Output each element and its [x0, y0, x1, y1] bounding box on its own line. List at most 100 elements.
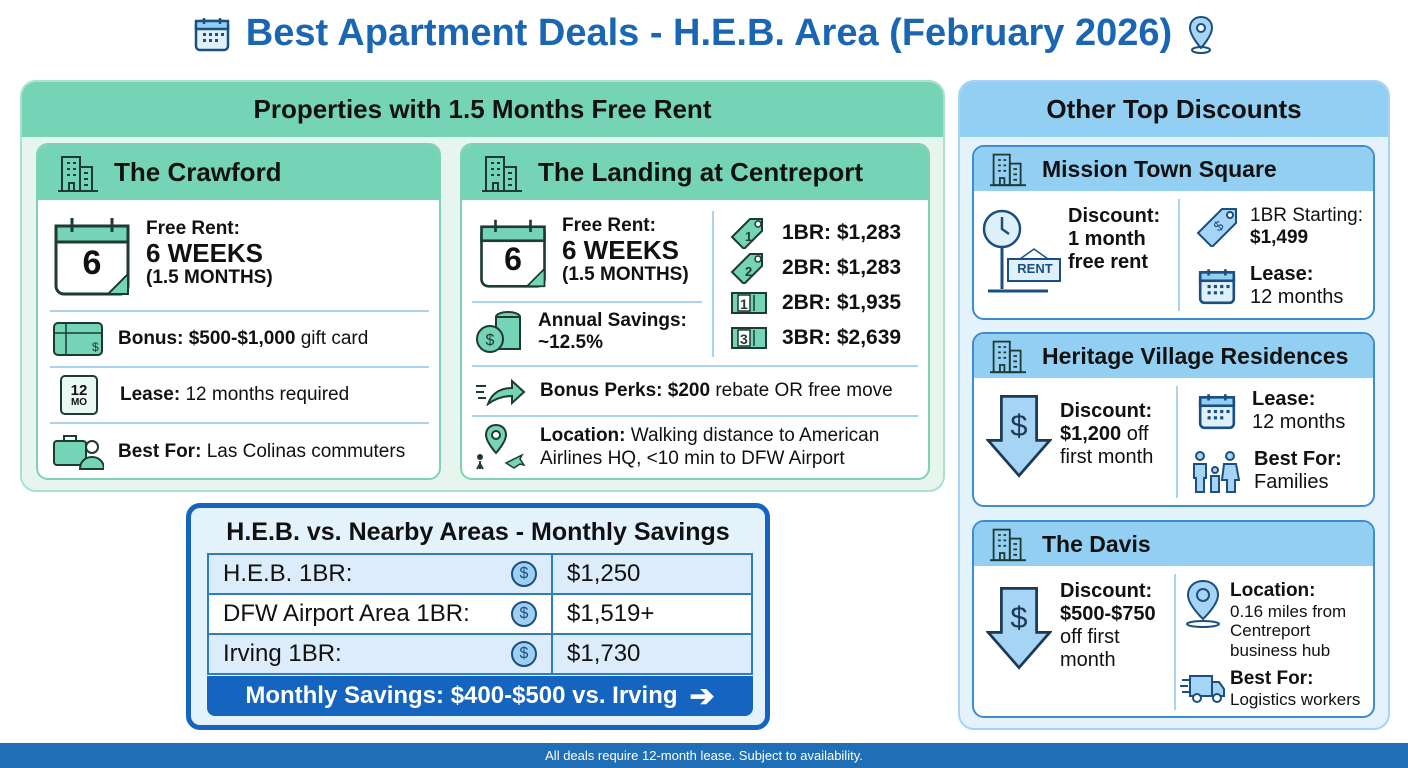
bonus-perks-row: Bonus Perks: $200 rebate OR free move [474, 373, 893, 409]
monthly-savings-text: Monthly Savings: $400-$500 vs. Irving [245, 682, 678, 709]
lease-row: 12 MO Lease: 12 months required [38, 368, 439, 422]
location-label: Location: [540, 425, 626, 447]
comparison-heading: H.E.B. vs. Nearby Areas - Monthly Saving… [226, 518, 730, 546]
rent-sign-text: RENT [1017, 261, 1053, 276]
building-icon [56, 153, 100, 193]
location-value: Walking distance to American Airlines HQ… [540, 425, 880, 469]
calendar-icon [1196, 390, 1238, 432]
location-value: 0.16 miles from Centreport business hub [1230, 601, 1347, 660]
comparison-table: H.E.B. 1BR: $ $1,250 DFW Airport Area 1BR: $… [207, 553, 753, 675]
dollar-down-arrow-icon [986, 392, 1052, 480]
card-header: The Davis [974, 522, 1373, 566]
rent-sign-icon [982, 209, 1061, 293]
card-header: The Landing at Centreport [462, 145, 928, 200]
best-for-value: Families [1254, 471, 1329, 493]
card-the-crawford: The Crawford 6 Free Rent: 6 WEEKS (1.5 M… [36, 143, 441, 480]
perks-label: Bonus Perks: [540, 380, 663, 401]
calendar-six-icon: 6 [478, 215, 548, 291]
area-label: DFW Airport Area 1BR: [223, 600, 470, 627]
discount-block: Discount: $500-$750 off first month [1060, 580, 1172, 672]
svg-text:2: 2 [745, 264, 752, 279]
calendar-icon [192, 14, 232, 54]
discount-label: Discount: [1060, 400, 1153, 422]
page-title: Best Apartment Deals - H.E.B. Area (Febr… [0, 12, 1408, 55]
floorplan-icon: 1 [731, 291, 767, 314]
delivery-truck-icon [1180, 675, 1225, 703]
moving-arrow-icon [476, 378, 526, 406]
card-heritage-village: Heritage Village Residences Discount: $1… [972, 332, 1375, 507]
location-pin-icon [1189, 15, 1214, 54]
free-rent-sub: (1.5 MONTHS) [562, 264, 689, 286]
price-list: 1 1BR: $1,283 2 2BR: $1,283 1 2BR: $1,935 3 3BR… [730, 215, 901, 355]
building-icon [988, 338, 1028, 374]
location-block: Location: 0.16 miles from Centreport bus… [1230, 580, 1373, 660]
free-rent-label: Free Rent: [562, 215, 656, 236]
calendar-icon [1196, 265, 1238, 307]
perks-text: rebate OR free move [715, 380, 893, 401]
location-label: Location: [1230, 580, 1316, 601]
discount-value: 1 month free rent [1068, 228, 1149, 273]
comparison-row: H.E.B. 1BR: $ $1,250 [207, 553, 753, 595]
lease-value: 12 months [1252, 411, 1346, 433]
property-name: The Crawford [114, 157, 282, 187]
title-text: Best Apartment Deals - H.E.B. Area (Febr… [245, 12, 1173, 54]
family-icon [1193, 451, 1241, 493]
card-the-davis: The Davis Discount: $500-$750 off first … [972, 520, 1375, 718]
best-for-row: Best For: Las Colinas commuters [38, 424, 439, 478]
best-for-value: Las Colinas commuters [206, 441, 406, 462]
free-rent-value: 6 WEEKS [562, 235, 680, 265]
price-label: 1BR Starting: [1250, 205, 1363, 226]
bonus-amount: $500-$1,000 [188, 328, 296, 349]
best-for-block: Best For: Families [1254, 448, 1342, 494]
property-name: Mission Town Square [1042, 155, 1277, 182]
building-icon [988, 526, 1028, 562]
price-item: 1 1BR: $1,283 [730, 215, 901, 250]
best-for-label: Best For: [1254, 448, 1342, 470]
discount-text: off first month [1060, 626, 1120, 671]
free-rent-sub: (1.5 MONTHS) [146, 267, 273, 289]
savings-comparison-box: H.E.B. vs. Nearby Areas - Monthly Saving… [186, 503, 770, 730]
card-the-landing: The Landing at Centreport 6 Free Rent: 6… [460, 143, 930, 480]
free-rent-heading: Properties with 1.5 Months Free Rent [22, 82, 943, 137]
lease-calendar-icon: 12 MO [60, 375, 98, 415]
annual-savings-row: $ Annual Savings: ~12.5% [474, 309, 687, 355]
commuter-briefcase-icon [53, 435, 104, 470]
svg-text:$: $ [486, 332, 495, 349]
discount-label: Discount: [1060, 580, 1153, 602]
discount-amount: $500-$750 [1060, 603, 1156, 625]
bonus-row: $ Bonus: $500-$1,000 gift card [38, 312, 439, 366]
card-mission-town-square: Mission Town Square RENT Discount: 1 mon… [972, 145, 1375, 320]
free-rent-label: Free Rent: [146, 218, 240, 239]
free-rent-value: 6 WEEKS [146, 238, 264, 268]
lease-label: Lease: [1250, 263, 1314, 285]
dollar-down-arrow-icon [986, 584, 1052, 672]
card-header: Heritage Village Residences [974, 334, 1373, 378]
lease-label: Lease: [120, 384, 181, 405]
bonus-text: gift card [300, 328, 369, 349]
lease-label: Lease: [1252, 388, 1316, 410]
area-label: Irving 1BR: [223, 640, 342, 667]
svg-text:1: 1 [745, 229, 752, 244]
monthly-savings-banner: Monthly Savings: $400-$500 vs. Irving ➔ [207, 676, 753, 716]
area-price: $1,730 [551, 633, 753, 675]
best-for-label: Best For: [1230, 668, 1314, 689]
svg-text:3: 3 [740, 331, 748, 347]
location-airplane-icon [476, 423, 526, 470]
calendar-number: 6 [504, 241, 522, 277]
location-row: Location: Walking distance to American A… [474, 423, 924, 473]
price-block: 1BR Starting: $1,499 [1250, 205, 1363, 249]
best-for-value: Logistics workers [1230, 689, 1361, 709]
price-text: 2BR: $1,283 [782, 255, 902, 279]
free-rent-row: 6 Free Rent: 6 WEEKS (1.5 MONTHS) [38, 200, 439, 310]
svg-text:1: 1 [740, 296, 748, 312]
price-item: 1 2BR: $1,935 [730, 285, 901, 320]
savings-label: Annual Savings: [538, 310, 687, 332]
price-item: 3 3BR: $2,639 [730, 320, 901, 355]
coin-stack-icon: $ [476, 311, 521, 353]
area-price: $1,250 [551, 553, 753, 595]
comparison-row: DFW Airport Area 1BR: $ $1,519+ [207, 593, 753, 635]
price-tag-icon: $ [1196, 208, 1237, 247]
lease-block: Lease: 12 months [1250, 263, 1343, 309]
perks-amount: $200 [667, 380, 711, 401]
price-text: 2BR: $1,935 [782, 290, 902, 314]
